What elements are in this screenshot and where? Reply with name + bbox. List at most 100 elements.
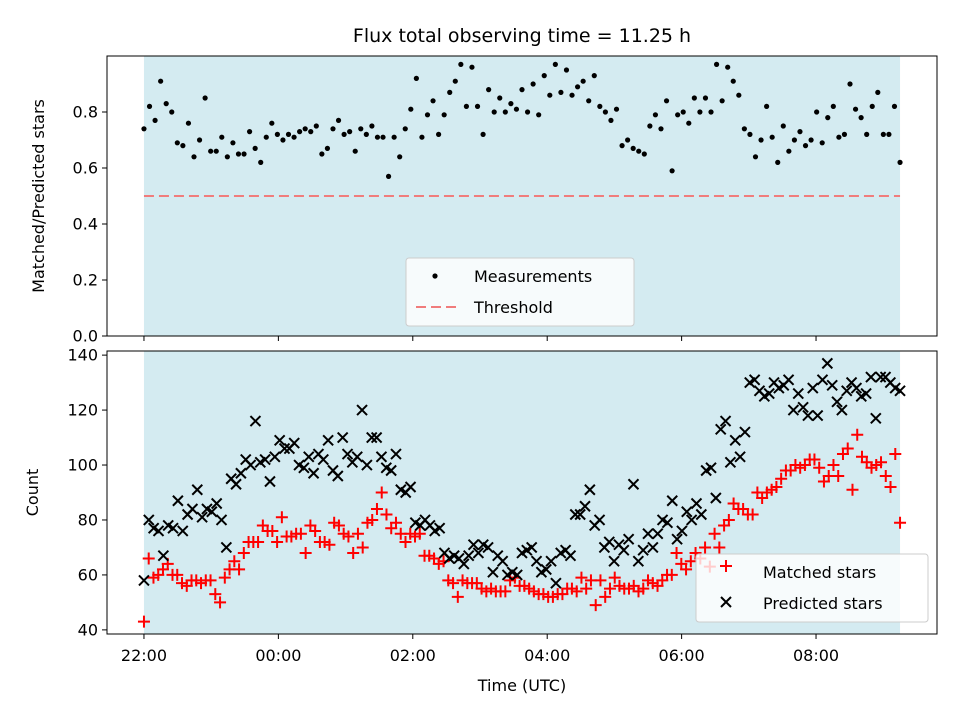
predicted-star-point — [860, 387, 872, 400]
matched-star-point — [142, 552, 155, 565]
matched-star-point — [746, 508, 759, 521]
measurement-point — [597, 103, 603, 109]
predicted-star-point — [482, 541, 494, 554]
measurement-point — [519, 87, 525, 93]
measurement-point — [702, 95, 709, 101]
measurement-point — [658, 126, 664, 132]
matched-star-point — [808, 453, 821, 466]
predicted-star-point — [152, 525, 165, 537]
predicted-star-point — [157, 549, 170, 562]
measurement-point — [447, 89, 453, 95]
predicted-star-point — [603, 536, 615, 548]
count-y-tick-label: 40 — [78, 620, 98, 639]
matched-star-point — [399, 535, 412, 548]
measurement-point — [591, 73, 597, 79]
predicted-star-point — [593, 514, 606, 526]
predicted-star-point — [821, 357, 834, 370]
measurement-point — [380, 134, 386, 140]
measurement-point — [814, 109, 820, 115]
count-y-tick-label: 100 — [67, 456, 98, 475]
matched-star-point — [137, 615, 150, 628]
matched-star-point — [171, 568, 184, 581]
measurement-point — [258, 159, 264, 165]
measurement-point — [424, 112, 431, 118]
measurement-point — [413, 75, 419, 81]
measurement-point — [613, 106, 620, 112]
predicted-star-point — [797, 401, 809, 414]
time-x-tick-label: 08:00 — [793, 646, 839, 665]
measurement-point — [196, 137, 203, 143]
measurement-point — [358, 126, 364, 132]
measurement-point — [680, 109, 686, 115]
matched-star-point — [370, 502, 383, 515]
measurement-point — [891, 103, 898, 109]
predicted-star-point — [865, 371, 877, 383]
ratio-panel: 0.0 0.2 0.4 0.6 0.8 Flux total observing tim… — [29, 25, 938, 346]
measurement-point — [552, 61, 558, 67]
predicted-star-point — [186, 503, 199, 515]
predicted-star-point — [627, 478, 640, 490]
measurement-point — [864, 131, 870, 137]
matched-star-point — [832, 470, 845, 483]
matched-star-point — [237, 546, 250, 559]
matched-star-point — [209, 588, 222, 601]
matched-star-point — [413, 527, 426, 540]
measurement-point — [791, 137, 798, 143]
ratio-y-tick-label: 0.0 — [73, 327, 98, 346]
measurement-point — [647, 123, 653, 129]
predicted-star-point — [807, 382, 819, 394]
measurement-point — [747, 131, 753, 137]
time-x-tick-label: 04:00 — [524, 646, 570, 665]
predicted-star-point — [235, 467, 247, 479]
measurement-point — [385, 173, 392, 179]
measurement-point — [452, 78, 458, 84]
predicted-star-point — [215, 514, 228, 526]
predicted-star-point — [715, 423, 727, 436]
predicted-star-point — [748, 374, 761, 386]
measurement-point — [174, 140, 180, 146]
predicted-star-point — [167, 522, 179, 534]
measurement-point — [146, 103, 153, 109]
measurement-point — [563, 67, 570, 73]
count-y-axis-label: Count — [23, 469, 42, 517]
measurement-point — [758, 137, 764, 143]
matched-star-point — [323, 538, 336, 551]
measurement-point — [586, 98, 592, 104]
matched-star-point — [299, 546, 312, 559]
measurement-point — [625, 137, 631, 143]
measurement-point — [725, 64, 731, 70]
measurement-point — [808, 137, 814, 143]
measurement-point — [524, 109, 531, 115]
predicted-star-point — [618, 544, 630, 556]
measurement-point — [508, 101, 514, 107]
ratio-y-tick-label: 0.6 — [73, 159, 98, 178]
predicted-star-point — [608, 555, 620, 567]
matched-star-point — [356, 541, 369, 554]
measurement-point — [469, 64, 475, 70]
predicted-star-point — [361, 459, 373, 471]
measurement-point — [819, 140, 825, 146]
time-x-tick-label: 22:00 — [121, 646, 167, 665]
matched-star-point — [846, 483, 859, 496]
matched-star-point — [375, 486, 388, 499]
predicted-star-point — [196, 511, 208, 523]
predicted-star-point — [734, 451, 746, 463]
matched-star-point — [851, 428, 864, 441]
measurement-point — [841, 131, 848, 137]
matched-stars-points — [137, 428, 907, 628]
time-x-tick-label: 06:00 — [659, 646, 705, 665]
matched-star-point — [351, 527, 364, 540]
matched-star-point — [670, 546, 683, 559]
predicted-star-point — [390, 448, 402, 460]
ratio-x-ticks — [143, 336, 817, 341]
ratio-legend-box — [405, 257, 635, 327]
predicted-star-point — [433, 522, 446, 534]
predicted-star-point — [826, 379, 838, 392]
matched-star-point — [266, 524, 279, 537]
measurement-point — [736, 92, 742, 98]
measurement-point — [752, 154, 759, 160]
matched-star-point — [271, 535, 284, 548]
measurement-point — [897, 159, 903, 165]
count-y-tick-label: 120 — [67, 401, 98, 420]
